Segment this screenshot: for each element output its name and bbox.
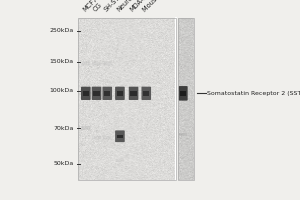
FancyBboxPatch shape — [103, 61, 112, 65]
Text: Mouse thymus: Mouse thymus — [142, 0, 181, 13]
FancyBboxPatch shape — [179, 86, 188, 101]
FancyBboxPatch shape — [179, 133, 187, 136]
Bar — [117, 91, 123, 96]
FancyBboxPatch shape — [115, 87, 125, 100]
FancyBboxPatch shape — [92, 61, 101, 65]
FancyBboxPatch shape — [115, 130, 125, 142]
Text: Neuro-2a: Neuro-2a — [116, 0, 142, 13]
Text: MCF7: MCF7 — [82, 0, 99, 13]
FancyBboxPatch shape — [129, 87, 138, 100]
Text: SH-SY5Y: SH-SY5Y — [103, 0, 127, 13]
Bar — [180, 91, 186, 96]
FancyBboxPatch shape — [92, 87, 101, 100]
Bar — [130, 91, 137, 96]
FancyBboxPatch shape — [142, 87, 151, 100]
Text: 50kDa: 50kDa — [53, 161, 74, 166]
Text: MDA-MB-231: MDA-MB-231 — [129, 0, 164, 13]
FancyBboxPatch shape — [103, 136, 112, 139]
Bar — [178, 18, 194, 180]
Text: Somatostatin Receptor 2 (SSTR2): Somatostatin Receptor 2 (SSTR2) — [207, 91, 300, 96]
FancyBboxPatch shape — [81, 61, 90, 65]
Bar — [78, 18, 176, 180]
Bar — [117, 135, 123, 138]
FancyBboxPatch shape — [92, 136, 101, 139]
Bar — [93, 91, 100, 96]
Bar — [104, 91, 110, 96]
Text: 70kDa: 70kDa — [53, 126, 74, 131]
Text: 250kDa: 250kDa — [49, 28, 74, 33]
FancyBboxPatch shape — [116, 159, 124, 162]
Bar — [178, 18, 194, 180]
Text: CG: CG — [92, 2, 104, 13]
Bar — [83, 91, 89, 96]
Bar — [78, 18, 176, 180]
Bar — [143, 91, 149, 96]
Text: 150kDa: 150kDa — [50, 59, 74, 64]
FancyBboxPatch shape — [81, 87, 91, 100]
Text: 100kDa: 100kDa — [50, 88, 74, 93]
FancyBboxPatch shape — [81, 126, 90, 130]
FancyBboxPatch shape — [102, 87, 112, 100]
